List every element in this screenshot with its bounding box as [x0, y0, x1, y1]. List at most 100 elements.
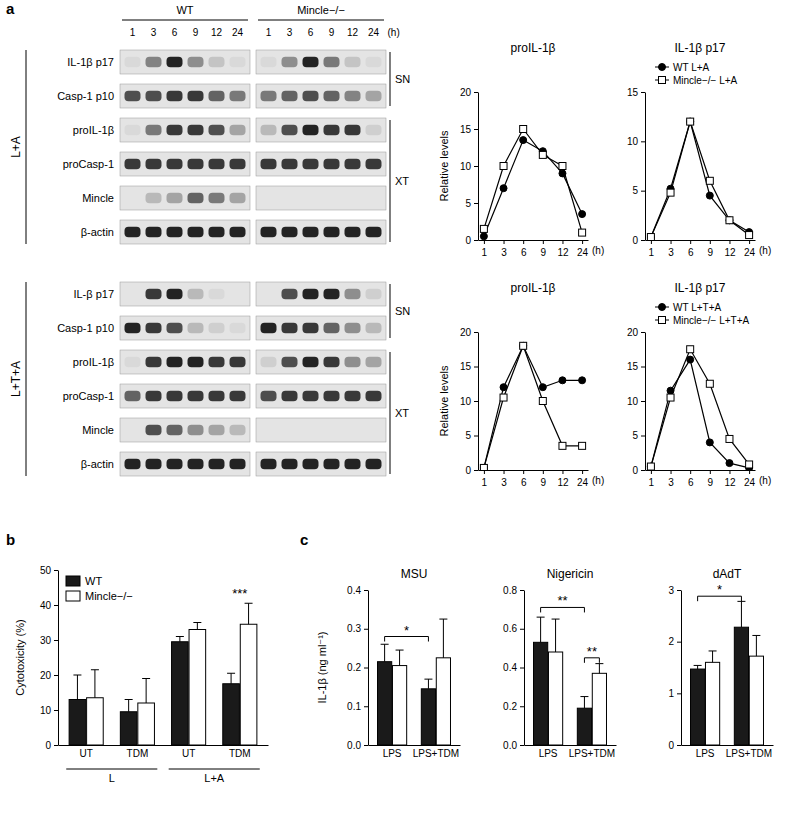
y-tick: 0.2 — [347, 662, 368, 673]
error-cap — [424, 679, 432, 680]
point — [520, 342, 527, 349]
figure: aWTMincle−/−1369122413691224(h)IL-1β p17… — [0, 0, 788, 813]
y-axis: 0.00.10.20.30.4 — [347, 585, 368, 751]
bar — [223, 684, 240, 745]
y-tick: 15 — [627, 87, 645, 98]
error-stem — [540, 617, 541, 642]
tick-mark — [474, 401, 478, 402]
band — [188, 159, 204, 170]
x-axis: 13691224 — [479, 240, 589, 258]
tick-mark — [710, 240, 711, 244]
error-cap — [91, 669, 99, 670]
axis-title: Relative levels — [438, 365, 450, 436]
tick-label: LPS — [383, 748, 402, 759]
blot: IL-β p17Casp-1 p10proIL-1βproCasp-1Mincl… — [9, 282, 410, 476]
point — [579, 377, 586, 384]
tick-mark — [474, 240, 478, 241]
fraction-bracket — [390, 284, 391, 338]
tick-label: 0 — [45, 740, 51, 751]
band — [366, 193, 382, 204]
band — [188, 289, 204, 300]
x-tick: 12 — [724, 470, 736, 488]
line-chart: proIL-1β0510152013691224Relative levels(… — [438, 41, 604, 258]
axis-line — [59, 745, 269, 746]
tick-mark — [543, 240, 544, 244]
band — [167, 159, 183, 170]
bar — [378, 662, 392, 745]
band — [167, 459, 183, 470]
line-chart: IL-1β p170510152013691224(h)WT L+T+AMinc… — [627, 281, 771, 488]
bar — [592, 673, 606, 745]
band — [125, 91, 141, 102]
y-tick: 5 — [632, 185, 645, 196]
error-stem — [599, 664, 600, 674]
band — [303, 193, 319, 204]
band — [167, 425, 183, 436]
error-bar — [193, 623, 201, 630]
tick-mark — [54, 605, 58, 606]
band — [188, 193, 204, 204]
band — [188, 57, 204, 68]
lane-label: 12 — [347, 27, 359, 38]
error-cap — [125, 699, 133, 700]
band — [230, 91, 246, 102]
band — [261, 323, 277, 334]
band — [230, 391, 246, 402]
tick-label: 15 — [460, 124, 472, 135]
tick-mark — [690, 470, 691, 474]
tick-label: 20 — [40, 670, 52, 681]
band — [261, 459, 277, 470]
x-axis: 13691224 — [646, 470, 756, 488]
x-tick: TDM — [127, 745, 149, 759]
x-tick: 12 — [557, 470, 569, 488]
tick-label: 9 — [708, 247, 714, 258]
blot-strip — [256, 84, 386, 108]
tick-label: 30 — [40, 635, 52, 646]
band — [282, 91, 298, 102]
band — [188, 227, 204, 238]
tick-label: 5 — [465, 198, 471, 209]
band — [209, 227, 225, 238]
band — [303, 459, 319, 470]
row-label: proIL-1β — [73, 124, 114, 136]
y-tick: 10 — [627, 136, 645, 147]
tick-label: TDM — [229, 748, 251, 759]
tick-mark — [677, 590, 681, 591]
band — [345, 289, 361, 300]
tick-mark — [671, 470, 672, 474]
legend-marker — [659, 64, 666, 71]
point — [687, 118, 694, 125]
tick-mark — [651, 240, 652, 244]
band — [167, 193, 183, 204]
band — [125, 357, 141, 368]
tick-mark — [364, 629, 368, 630]
band — [345, 159, 361, 170]
tick-label: 0.6 — [503, 623, 517, 634]
x-tick: 6 — [688, 470, 694, 488]
y-tick: 0 — [45, 740, 58, 751]
error-stem — [712, 651, 713, 662]
condition-bracket — [26, 50, 27, 244]
band — [261, 193, 277, 204]
band — [366, 57, 382, 68]
band — [345, 323, 361, 334]
tick-mark — [523, 240, 524, 244]
error-stem — [756, 635, 757, 656]
band — [282, 57, 298, 68]
band — [282, 289, 298, 300]
tick-label: 0.1 — [347, 701, 361, 712]
bar — [240, 624, 257, 745]
axis-line — [479, 240, 589, 241]
tick-label: 0.3 — [347, 623, 361, 634]
error-bar — [694, 665, 702, 669]
axis-line — [479, 470, 589, 471]
condition-bracket — [26, 282, 27, 476]
x-tick: LPS+TDM — [726, 745, 772, 759]
tick-mark — [677, 693, 681, 694]
blot-strip — [256, 50, 386, 74]
tick-mark — [364, 668, 368, 669]
x-tick: 6 — [521, 240, 527, 258]
error-cap — [142, 678, 150, 679]
band — [261, 227, 277, 238]
band — [324, 391, 340, 402]
